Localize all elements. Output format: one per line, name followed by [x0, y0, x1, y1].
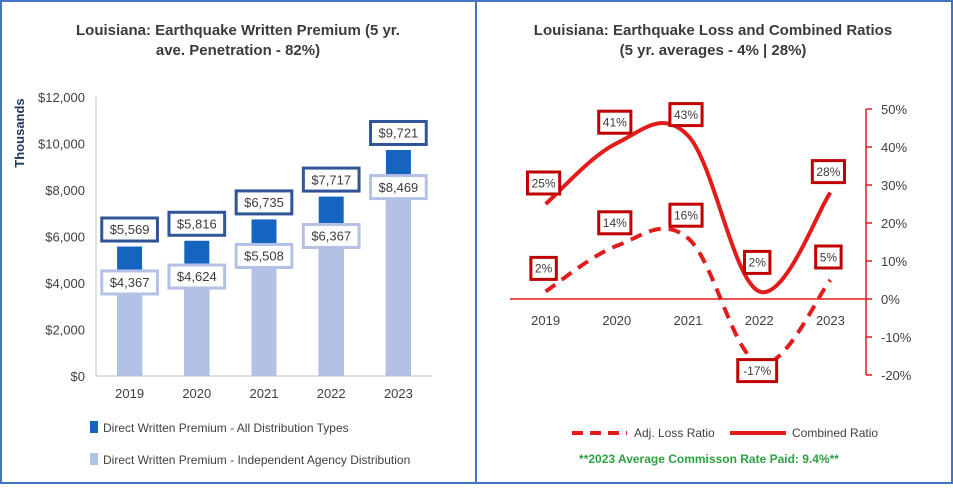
legend-label-combined-ratio: Combined Ratio — [792, 426, 878, 440]
premium-chart-title-line1: Louisiana: Earthquake Written Premium (5… — [76, 22, 400, 39]
label-independent-agency: $4,367 — [110, 275, 150, 290]
line-adj-loss-ratio — [544, 226, 832, 366]
premium-x-tick-label: 2022 — [317, 386, 346, 401]
premium-x-tick-label: 2023 — [384, 386, 413, 401]
label-independent-agency-box — [234, 242, 294, 269]
ratio-x-tick-label: 2021 — [674, 313, 703, 328]
commission-footnote: **2023 Average Commisson Rate Paid: 9.4%… — [579, 452, 839, 466]
label-independent-agency-box — [167, 263, 227, 290]
premium-y-tick-label: $0 — [71, 369, 85, 384]
premium-y-axis-label: Thousands — [12, 98, 27, 167]
legend-swatch-independent-agency — [90, 453, 98, 465]
label-combined-ratio-box — [742, 249, 772, 275]
label-adj-loss-ratio-box — [529, 255, 558, 281]
label-independent-agency-box — [301, 222, 361, 249]
premium-x-tick-label: 2021 — [250, 386, 279, 401]
label-all-distribution-box — [301, 166, 361, 193]
bar-independent-agency — [251, 247, 277, 376]
label-combined-ratio-box — [668, 102, 704, 128]
label-combined-ratio: 2% — [749, 256, 767, 270]
ratio-x-tick-label: 2023 — [816, 313, 845, 328]
label-adj-loss-ratio: 16% — [674, 209, 698, 223]
label-all-distribution-box — [369, 119, 428, 146]
label-all-distribution-box — [167, 210, 227, 237]
premium-y-tick-label: $10,000 — [38, 137, 85, 152]
ratio-chart-title-line2: (5 yr. averages - 4% | 28%) — [620, 42, 807, 59]
premium-x-tick-label: 2019 — [115, 386, 144, 401]
premium-chart-title-line2: ave. Penetration - 82%) — [156, 42, 320, 59]
label-all-distribution: $6,735 — [244, 195, 284, 210]
premium-bars: $5,569 $4,367 $5,816 $4,624 $6,735 $5,508 $7,7… — [100, 119, 428, 376]
premium-legend: Direct Written Premium - All Distributio… — [90, 421, 410, 467]
ratio-axes: -20% -10% 0% 10% 20% 30% 40% 50% 2019 2020 2021 202… — [510, 102, 912, 383]
label-all-distribution: $5,816 — [177, 216, 217, 231]
ratio-legend: Adj. Loss Ratio Combined Ratio — [572, 426, 878, 440]
label-all-distribution: $9,721 — [379, 126, 419, 141]
label-independent-agency: $4,624 — [177, 269, 217, 284]
label-adj-loss-ratio-box — [668, 202, 704, 228]
legend-swatch-all-distribution — [90, 421, 98, 433]
legend-label-adj-loss-ratio: Adj. Loss Ratio — [634, 426, 715, 440]
ratio-lines: 2% 25% 14% 41% 16% 43% -17% 2% 5% 28% — [526, 102, 846, 384]
label-independent-agency-box — [369, 174, 428, 201]
label-combined-ratio-box — [526, 170, 562, 196]
line-combined-ratio — [544, 121, 833, 295]
label-all-distribution-box — [234, 189, 294, 216]
ratio-y-tick-label: -10% — [881, 330, 912, 345]
premium-y-tick-label: $2,000 — [45, 323, 85, 338]
label-combined-ratio-box — [597, 109, 633, 135]
bar-independent-agency — [385, 179, 411, 376]
premium-y-tick-label: $4,000 — [45, 276, 85, 291]
premium-y-tick-label: $12,000 — [38, 90, 85, 105]
label-adj-loss-ratio-box — [736, 358, 779, 384]
premium-y-tick-label: $6,000 — [45, 230, 85, 245]
ratio-y-tick-label: 50% — [881, 102, 907, 117]
label-combined-ratio: 41% — [603, 116, 627, 130]
label-combined-ratio: 43% — [674, 108, 698, 122]
premium-axes: $0 $2,000 $4,000 $6,000 $8,000 $10,000 $12,000… — [38, 90, 432, 401]
premium-y-tick-label: $8,000 — [45, 183, 85, 198]
label-independent-agency: $6,367 — [311, 229, 351, 244]
ratio-x-tick-label: 2019 — [531, 313, 560, 328]
label-adj-loss-ratio-box — [814, 244, 843, 270]
ratio-y-tick-label: 40% — [881, 140, 907, 155]
label-combined-ratio: 28% — [816, 165, 840, 179]
ratio-y-tick-label: -20% — [881, 368, 912, 383]
premium-x-tick-label: 2020 — [182, 386, 211, 401]
label-combined-ratio: 25% — [532, 176, 556, 190]
legend-label-all-distribution: Direct Written Premium - All Distributio… — [103, 421, 349, 435]
ratio-chart-title-line1: Louisiana: Earthquake Loss and Combined … — [534, 22, 892, 39]
label-adj-loss-ratio: 2% — [535, 262, 553, 276]
label-adj-loss-ratio: 5% — [820, 250, 838, 264]
legend-label-independent-agency: Direct Written Premium - Independent Age… — [103, 453, 410, 467]
ratio-y-tick-label: 30% — [881, 178, 907, 193]
label-independent-agency: $5,508 — [244, 249, 284, 264]
ratio-y-tick-label: 20% — [881, 216, 907, 231]
label-all-distribution: $5,569 — [110, 222, 150, 237]
ratio-x-tick-label: 2022 — [745, 313, 774, 328]
ratio-x-tick-label: 2020 — [602, 313, 631, 328]
label-adj-loss-ratio: 14% — [603, 216, 627, 230]
ratio-y-tick-label: 0% — [881, 292, 900, 307]
label-all-distribution: $7,717 — [311, 172, 351, 187]
ratio-y-tick-label: 10% — [881, 254, 907, 269]
label-adj-loss-ratio-box — [597, 210, 633, 236]
bar-independent-agency — [318, 227, 344, 376]
label-all-distribution-box — [100, 216, 159, 243]
label-independent-agency-box — [100, 269, 159, 296]
label-adj-loss-ratio: -17% — [743, 364, 771, 378]
label-independent-agency: $8,469 — [379, 180, 419, 195]
label-combined-ratio-box — [810, 159, 846, 185]
